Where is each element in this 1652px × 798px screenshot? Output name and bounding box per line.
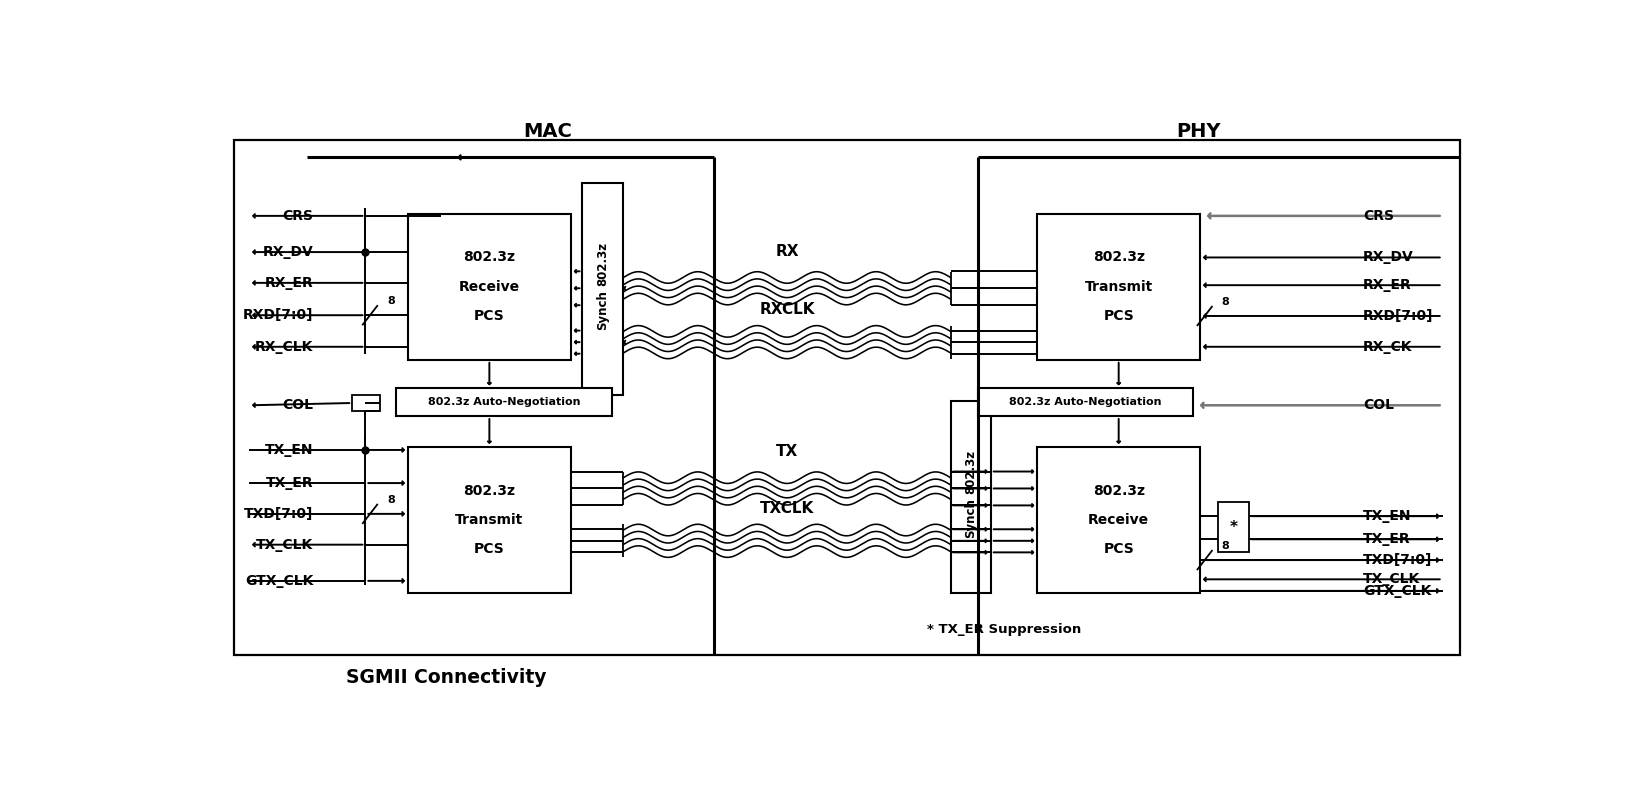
Text: 802.3z Auto-Negotiation: 802.3z Auto-Negotiation <box>1009 397 1161 407</box>
Text: COL: COL <box>282 398 314 413</box>
Text: RX_DV: RX_DV <box>1363 251 1414 264</box>
Text: 802.3z: 802.3z <box>596 242 610 286</box>
Text: TXD[7:0]: TXD[7:0] <box>244 507 314 521</box>
Text: RX_DV: RX_DV <box>263 245 314 259</box>
Text: TX_CLK: TX_CLK <box>256 538 314 551</box>
Text: GTX_CLK: GTX_CLK <box>1363 584 1431 598</box>
Text: TX_ER: TX_ER <box>1363 532 1411 547</box>
Text: TX_EN: TX_EN <box>1363 509 1411 523</box>
Text: RXCLK: RXCLK <box>760 302 814 318</box>
Text: Receive: Receive <box>459 280 520 294</box>
Text: Transmit: Transmit <box>1085 280 1153 294</box>
Text: TXCLK: TXCLK <box>760 501 814 516</box>
Text: SGMII Connectivity: SGMII Connectivity <box>345 669 547 687</box>
Text: RX: RX <box>775 244 798 259</box>
Text: RXD[7:0]: RXD[7:0] <box>243 308 314 322</box>
FancyBboxPatch shape <box>1037 447 1199 593</box>
Text: 8: 8 <box>387 495 395 505</box>
Text: 802.3z: 802.3z <box>965 450 976 494</box>
Text: TX_CLK: TX_CLK <box>1363 572 1421 587</box>
Text: PHY: PHY <box>1176 121 1221 140</box>
Text: Transmit: Transmit <box>456 513 524 527</box>
Text: RX_ER: RX_ER <box>264 276 314 290</box>
Text: 802.3z: 802.3z <box>1092 484 1145 498</box>
Text: RX_CK: RX_CK <box>1363 340 1412 354</box>
Text: PCS: PCS <box>474 309 506 323</box>
Text: PCS: PCS <box>1104 543 1133 556</box>
FancyBboxPatch shape <box>583 183 623 394</box>
Text: * TX_ER Suppression: * TX_ER Suppression <box>927 623 1082 636</box>
FancyBboxPatch shape <box>1218 502 1249 552</box>
Text: Synch: Synch <box>596 290 610 330</box>
Text: COL: COL <box>1363 398 1394 413</box>
Text: *: * <box>1229 519 1237 535</box>
Text: RX_CLK: RX_CLK <box>254 340 314 354</box>
Text: PCS: PCS <box>474 543 506 556</box>
FancyBboxPatch shape <box>233 140 1460 655</box>
Text: CRS: CRS <box>282 209 314 223</box>
FancyBboxPatch shape <box>950 401 991 593</box>
Text: TXD[7:0]: TXD[7:0] <box>1363 553 1432 567</box>
Text: MAC: MAC <box>524 121 572 140</box>
Text: Synch: Synch <box>965 499 976 539</box>
FancyBboxPatch shape <box>978 389 1193 416</box>
Text: RX_ER: RX_ER <box>1363 279 1411 292</box>
Text: 8: 8 <box>1222 297 1229 307</box>
Text: 8: 8 <box>387 296 395 306</box>
FancyBboxPatch shape <box>1037 214 1199 360</box>
Text: TX: TX <box>776 444 798 459</box>
FancyBboxPatch shape <box>352 394 380 412</box>
Text: 802.3z Auto-Negotiation: 802.3z Auto-Negotiation <box>428 397 580 407</box>
Text: GTX_CLK: GTX_CLK <box>244 574 314 588</box>
Text: PCS: PCS <box>1104 309 1133 323</box>
Text: TX_ER: TX_ER <box>266 476 314 490</box>
Text: 802.3z: 802.3z <box>1092 251 1145 264</box>
FancyBboxPatch shape <box>408 214 570 360</box>
Text: TX_EN: TX_EN <box>264 443 314 457</box>
Text: CRS: CRS <box>1363 209 1394 223</box>
Text: 802.3z: 802.3z <box>463 251 515 264</box>
FancyBboxPatch shape <box>408 447 570 593</box>
Text: Receive: Receive <box>1089 513 1150 527</box>
Text: 802.3z: 802.3z <box>463 484 515 498</box>
Text: RXD[7:0]: RXD[7:0] <box>1363 309 1434 323</box>
FancyBboxPatch shape <box>396 389 611 416</box>
Text: 8: 8 <box>1222 541 1229 551</box>
